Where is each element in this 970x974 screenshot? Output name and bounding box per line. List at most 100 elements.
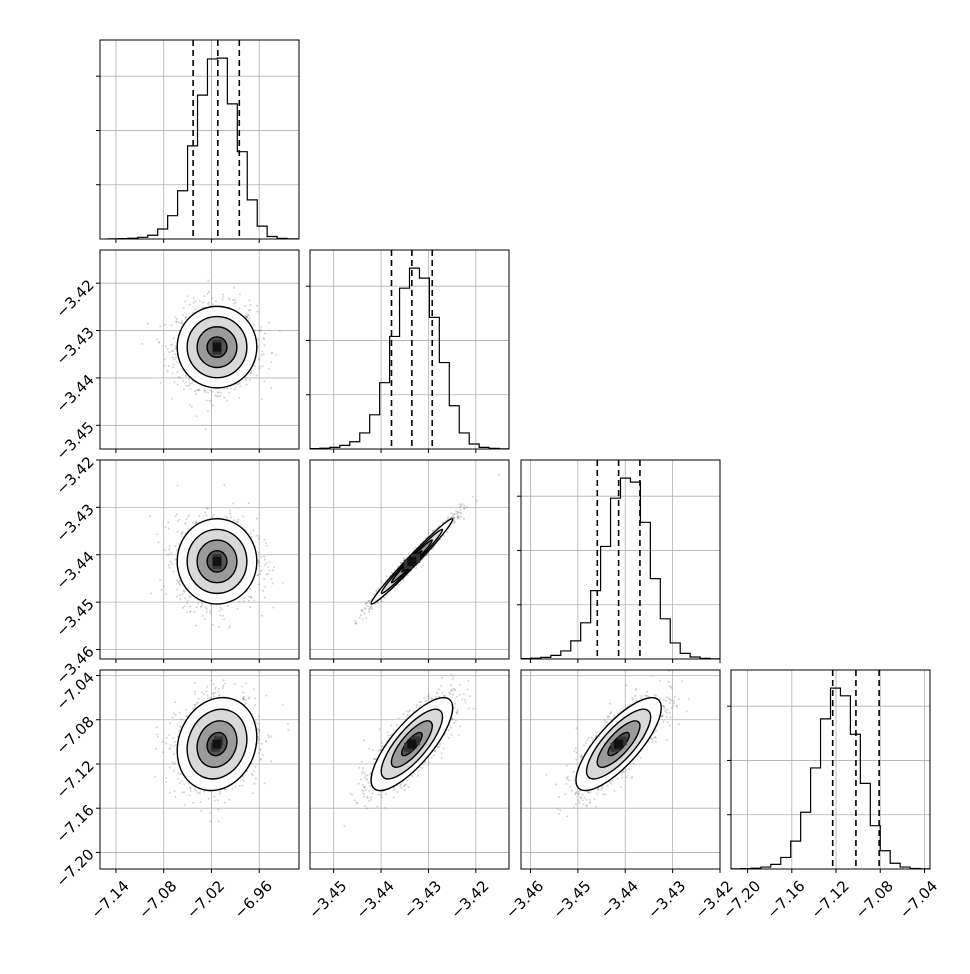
scatter-point (208, 301, 210, 303)
scatter-point (174, 353, 176, 355)
scatter-point (362, 610, 364, 612)
scatter-point (226, 400, 228, 402)
scatter-point (268, 322, 270, 324)
scatter-point (362, 618, 364, 620)
scatter-point (196, 702, 198, 704)
scatter-point (207, 279, 209, 281)
scatter-point (472, 496, 474, 498)
scatter-point (466, 506, 468, 508)
scatter-point (251, 370, 253, 372)
scatter-point (244, 315, 246, 317)
scatter-point (399, 562, 401, 564)
scatter-point (249, 304, 251, 306)
scatter-point (268, 561, 270, 563)
scatter-point (164, 549, 166, 551)
scatter-point (200, 810, 202, 812)
scatter-point (204, 391, 206, 393)
scatter-point (251, 536, 253, 538)
scatter-point (187, 385, 189, 387)
scatter-point (170, 552, 172, 554)
scatter-point (279, 330, 281, 332)
scatter-point (159, 326, 161, 328)
scatter-point (186, 602, 188, 604)
scatter-point (375, 590, 377, 592)
scatter-point (428, 533, 430, 535)
scatter-point (176, 589, 178, 591)
scatter-point (182, 607, 184, 609)
scatter-point (187, 295, 189, 297)
scatter-point (206, 399, 208, 401)
scatter-point (256, 374, 258, 376)
scatter-point (260, 329, 262, 331)
scatter-point (264, 333, 266, 335)
scatter-point (287, 723, 289, 725)
scatter-point (457, 516, 459, 518)
scatter-point (211, 297, 213, 299)
scatter-point (226, 388, 228, 390)
scatter-point (198, 515, 200, 517)
scatter-point (162, 751, 164, 753)
scatter-point (196, 415, 198, 417)
scatter-point (168, 365, 170, 367)
scatter-point (183, 783, 185, 785)
scatter-point (190, 790, 192, 792)
scatter-point (204, 618, 206, 620)
scatter-point (205, 690, 207, 692)
scatter-point (243, 696, 245, 698)
scatter-point (170, 324, 172, 326)
scatter-point (207, 508, 209, 510)
scatter-point (221, 608, 223, 610)
scatter-point (219, 791, 221, 793)
scatter-point (165, 526, 167, 528)
scatter-point (249, 379, 251, 381)
scatter-point (259, 573, 261, 575)
scatter-point (242, 516, 244, 518)
scatter-point (156, 733, 158, 735)
scatter-point (219, 395, 221, 397)
scatter-point (257, 560, 259, 562)
scatter-point (182, 531, 184, 533)
scatter-point (266, 573, 268, 575)
scatter-point (164, 324, 166, 326)
scatter-point (247, 314, 249, 316)
scatter-point (270, 387, 272, 389)
scatter-point (272, 607, 274, 609)
scatter-point (207, 410, 209, 412)
scatter-point (175, 357, 177, 359)
scatter-point (171, 350, 173, 352)
scatter-point (182, 314, 184, 316)
scatter-point (185, 375, 187, 377)
scatter-point (189, 304, 191, 306)
scatter-point (259, 359, 261, 361)
scatter-point (181, 320, 183, 322)
scatter-point (183, 590, 185, 592)
scatter-point (184, 300, 186, 302)
density-peak-cell (407, 557, 416, 566)
scatter-point (378, 587, 380, 589)
scatter-point (463, 505, 465, 507)
scatter-point (199, 300, 201, 302)
scatter-point (257, 311, 259, 313)
scatter-point (174, 348, 176, 350)
scatter-point (202, 302, 204, 304)
scatter-point (156, 533, 158, 535)
scatter-point (368, 611, 370, 613)
scatter-point (174, 701, 176, 703)
scatter-point (367, 605, 369, 607)
scatter-point (227, 605, 229, 607)
scatter-point (275, 354, 277, 356)
scatter-point (223, 484, 225, 486)
scatter-point (261, 350, 263, 352)
scatter-point (193, 297, 195, 299)
scatter-point (368, 600, 370, 602)
scatter-point (222, 299, 224, 301)
scatter-point (264, 559, 266, 561)
scatter-point (173, 359, 175, 361)
scatter-point (208, 291, 210, 293)
scatter-point (194, 390, 196, 392)
scatter-point (211, 391, 213, 393)
scatter-point (225, 515, 227, 517)
scatter-point (260, 556, 262, 558)
scatter-point (184, 522, 186, 524)
scatter-point (261, 365, 263, 367)
